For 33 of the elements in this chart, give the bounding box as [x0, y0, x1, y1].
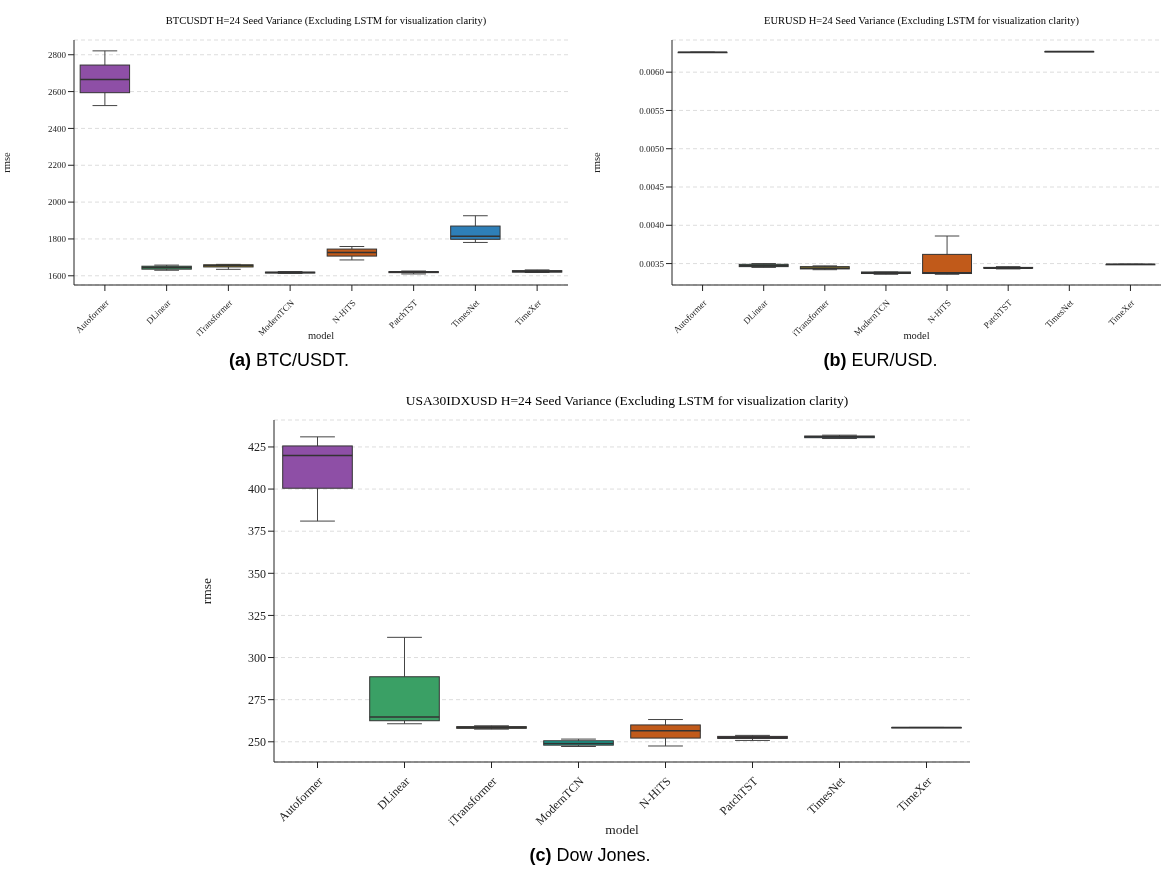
- x-axis-title: model: [605, 822, 640, 837]
- y-axis-title: rmse: [0, 151, 12, 173]
- y-tick-label: 2600: [48, 86, 67, 97]
- y-axis-title: rmse: [590, 151, 602, 173]
- y-tick-label: 0.0040: [639, 220, 665, 231]
- y-tick-label: 2800: [48, 49, 67, 60]
- y-tick-label: 425: [248, 440, 266, 455]
- y-tick-label: 2000: [48, 197, 67, 208]
- y-tick-label: 300: [248, 650, 266, 665]
- text: (a) BTC/USDT.: [228, 350, 350, 371]
- chart-title: EURUSD H=24 Seed Variance (Excluding LSTM for visualization clarity): [763, 14, 1080, 28]
- y-tick-label: 250: [248, 735, 266, 750]
- x-axis-title: model: [903, 330, 930, 341]
- y-tick-label: 0.0045: [639, 182, 665, 193]
- y-tick-label: 1600: [48, 270, 67, 281]
- y-tick-label: 2400: [48, 123, 67, 134]
- chart-title: USA30IDXUSD H=24 Seed Variance (Excluding LSTM for visualization clarity): [404, 392, 850, 410]
- y-tick-label: 400: [248, 482, 266, 497]
- y-axis-title: rmse: [198, 577, 214, 605]
- y-tick-label: 1800: [48, 234, 67, 245]
- text: (c) Dow Jones.: [528, 845, 652, 866]
- y-tick-label: 275: [248, 692, 266, 707]
- y-tick-label: 350: [248, 566, 266, 581]
- text: (b) EUR/USD.: [822, 350, 939, 371]
- y-tick-label: 0.0055: [639, 105, 665, 116]
- x-axis-title: model: [307, 330, 335, 341]
- y-tick-label: 2200: [48, 160, 67, 171]
- y-tick-label: 325: [248, 608, 266, 623]
- y-tick-label: 375: [248, 524, 266, 539]
- chart-title: BTCUSDT H=24 Seed Variance (Excluding LSTM for visualization clarity): [164, 14, 488, 28]
- y-tick-label: 0.0060: [639, 67, 665, 78]
- y-tick-label: 0.0035: [639, 258, 665, 269]
- y-tick-label: 0.0050: [639, 143, 665, 154]
